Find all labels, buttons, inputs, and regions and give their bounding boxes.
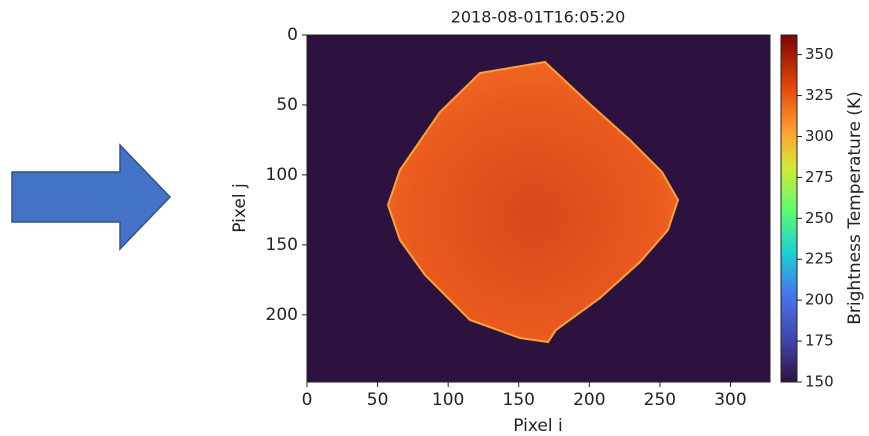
colorbar-tick-label: 175	[805, 332, 834, 350]
x-tick-label: 300	[714, 390, 746, 410]
arrow	[11, 143, 172, 251]
colorbar-tick-label: 150	[805, 373, 834, 391]
y-tick-label: 0	[287, 25, 298, 45]
colorbar-tick-label: 250	[805, 209, 834, 227]
x-tick-label: 0	[302, 390, 313, 410]
colorbar-tick-label: 200	[805, 291, 834, 309]
colorbar	[780, 34, 798, 383]
y-axis-label: Pixel j	[230, 183, 250, 232]
y-tick-label: 150	[266, 235, 298, 255]
asteroid	[386, 60, 680, 344]
x-tick-label: 250	[644, 390, 676, 410]
y-tick-label: 200	[266, 305, 298, 325]
x-tick-label: 200	[573, 390, 605, 410]
axes-frame	[306, 34, 771, 383]
x-tick-label: 100	[432, 390, 464, 410]
y-tick-label: 50	[276, 95, 298, 115]
colorbar-tick-label: 300	[805, 127, 834, 145]
colorbar-label: Brightness Temperature (K)	[845, 91, 865, 324]
x-tick-label: 50	[367, 390, 389, 410]
colorbar-tick-label: 350	[805, 45, 834, 63]
y-tick-label: 100	[266, 165, 298, 185]
colorbar-tick-label: 325	[805, 86, 834, 104]
x-axis-label: Pixel i	[513, 416, 562, 436]
colorbar-tick-label: 225	[805, 250, 834, 268]
colorbar-tick-label: 275	[805, 168, 834, 186]
chart-title: 2018-08-01T16:05:20	[451, 8, 626, 27]
x-tick-label: 150	[503, 390, 535, 410]
